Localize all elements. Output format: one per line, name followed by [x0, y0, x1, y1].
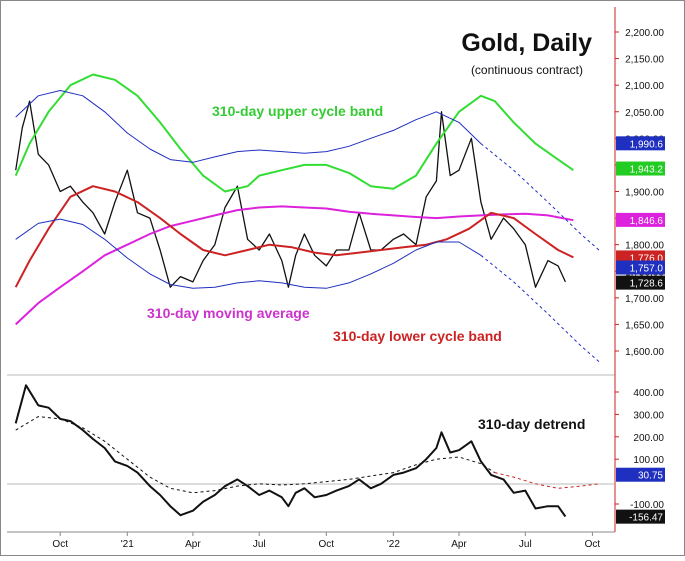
- series-line-4: [15, 90, 482, 163]
- last-value-label: 1,776.0: [630, 253, 664, 264]
- last-value-box: [616, 509, 665, 524]
- detrend-title: 310-day detrend: [478, 416, 585, 432]
- series-line-0: [15, 100, 566, 288]
- y-tick-label: 100.00: [633, 455, 664, 466]
- last-value-label: 1,846.6: [630, 216, 664, 227]
- series-line-2: [15, 205, 574, 326]
- moving-average-annotation: 310-day moving average: [147, 305, 310, 321]
- last-value-label: 30.75: [638, 471, 663, 482]
- y-tick-label: -100.00: [630, 500, 664, 511]
- last-value-labels: 1,990.6 1,943.2 1,846.6 1,776.01,757.0 1,728…: [616, 136, 665, 524]
- series-line-0: [14, 384, 567, 518]
- y-tick-label: 1,900.00: [625, 188, 664, 199]
- x-tick-label: Oct: [319, 539, 335, 550]
- series-line-1: [14, 73, 574, 193]
- x-tick-label: '22: [387, 539, 400, 550]
- y-tick-label: 300.00: [633, 410, 664, 421]
- last-value-label: 1,757.0: [630, 264, 664, 275]
- y-tick-label: 1,600.00: [625, 347, 664, 358]
- last-value-box: [616, 467, 665, 482]
- last-value-box: [616, 161, 665, 176]
- y-tick-label: 200.00: [633, 433, 664, 444]
- detrend-panel-series: [14, 384, 600, 518]
- last-value-label: -156.47: [629, 513, 663, 524]
- chart-subtitle: (continuous contract): [471, 63, 583, 77]
- chart-title: Gold, Daily: [461, 29, 592, 57]
- y-tick-label: 2,050.00: [625, 108, 664, 119]
- y-tick-label: 1,700.00: [625, 294, 664, 305]
- last-value-box: [616, 136, 665, 151]
- lower-band-annotation: 310-day lower cycle band: [333, 328, 502, 344]
- y-tick-label: 1,650.00: [625, 320, 664, 331]
- series-line-3: [14, 185, 574, 288]
- y-tick-label: 400.00: [633, 388, 664, 399]
- last-value-box: [616, 212, 665, 227]
- last-value-box: [616, 260, 665, 275]
- x-tick-label: Jul: [253, 539, 266, 550]
- y-tick-label: 2,200.00: [625, 28, 664, 39]
- x-tick-label: Jul: [519, 539, 532, 550]
- x-tick-label: Apr: [451, 539, 467, 550]
- last-value-label: 1,990.6: [630, 139, 664, 150]
- x-axis-ticks: Oct '21 Apr Jul Oct '22 Apr Jul Oct: [52, 532, 600, 550]
- y-tick-label: 1,800.00: [625, 241, 664, 252]
- last-value-box: [616, 275, 665, 290]
- last-value-label: 1,728.6: [630, 279, 664, 290]
- x-tick-label: Oct: [52, 539, 68, 550]
- series-line-2: [494, 472, 600, 489]
- upper-band-annotation: 310-day upper cycle band: [212, 103, 383, 119]
- last-value-label: 1,943.2: [630, 165, 664, 176]
- x-tick-label: Apr: [185, 539, 201, 550]
- y-tick-label: 2,100.00: [625, 81, 664, 92]
- y-tick-label: 2,150.00: [625, 55, 664, 66]
- x-tick-label: '21: [121, 539, 134, 550]
- price-panel-series: [14, 73, 600, 362]
- x-tick-label: Oct: [585, 539, 601, 550]
- series-line-5: [15, 218, 482, 289]
